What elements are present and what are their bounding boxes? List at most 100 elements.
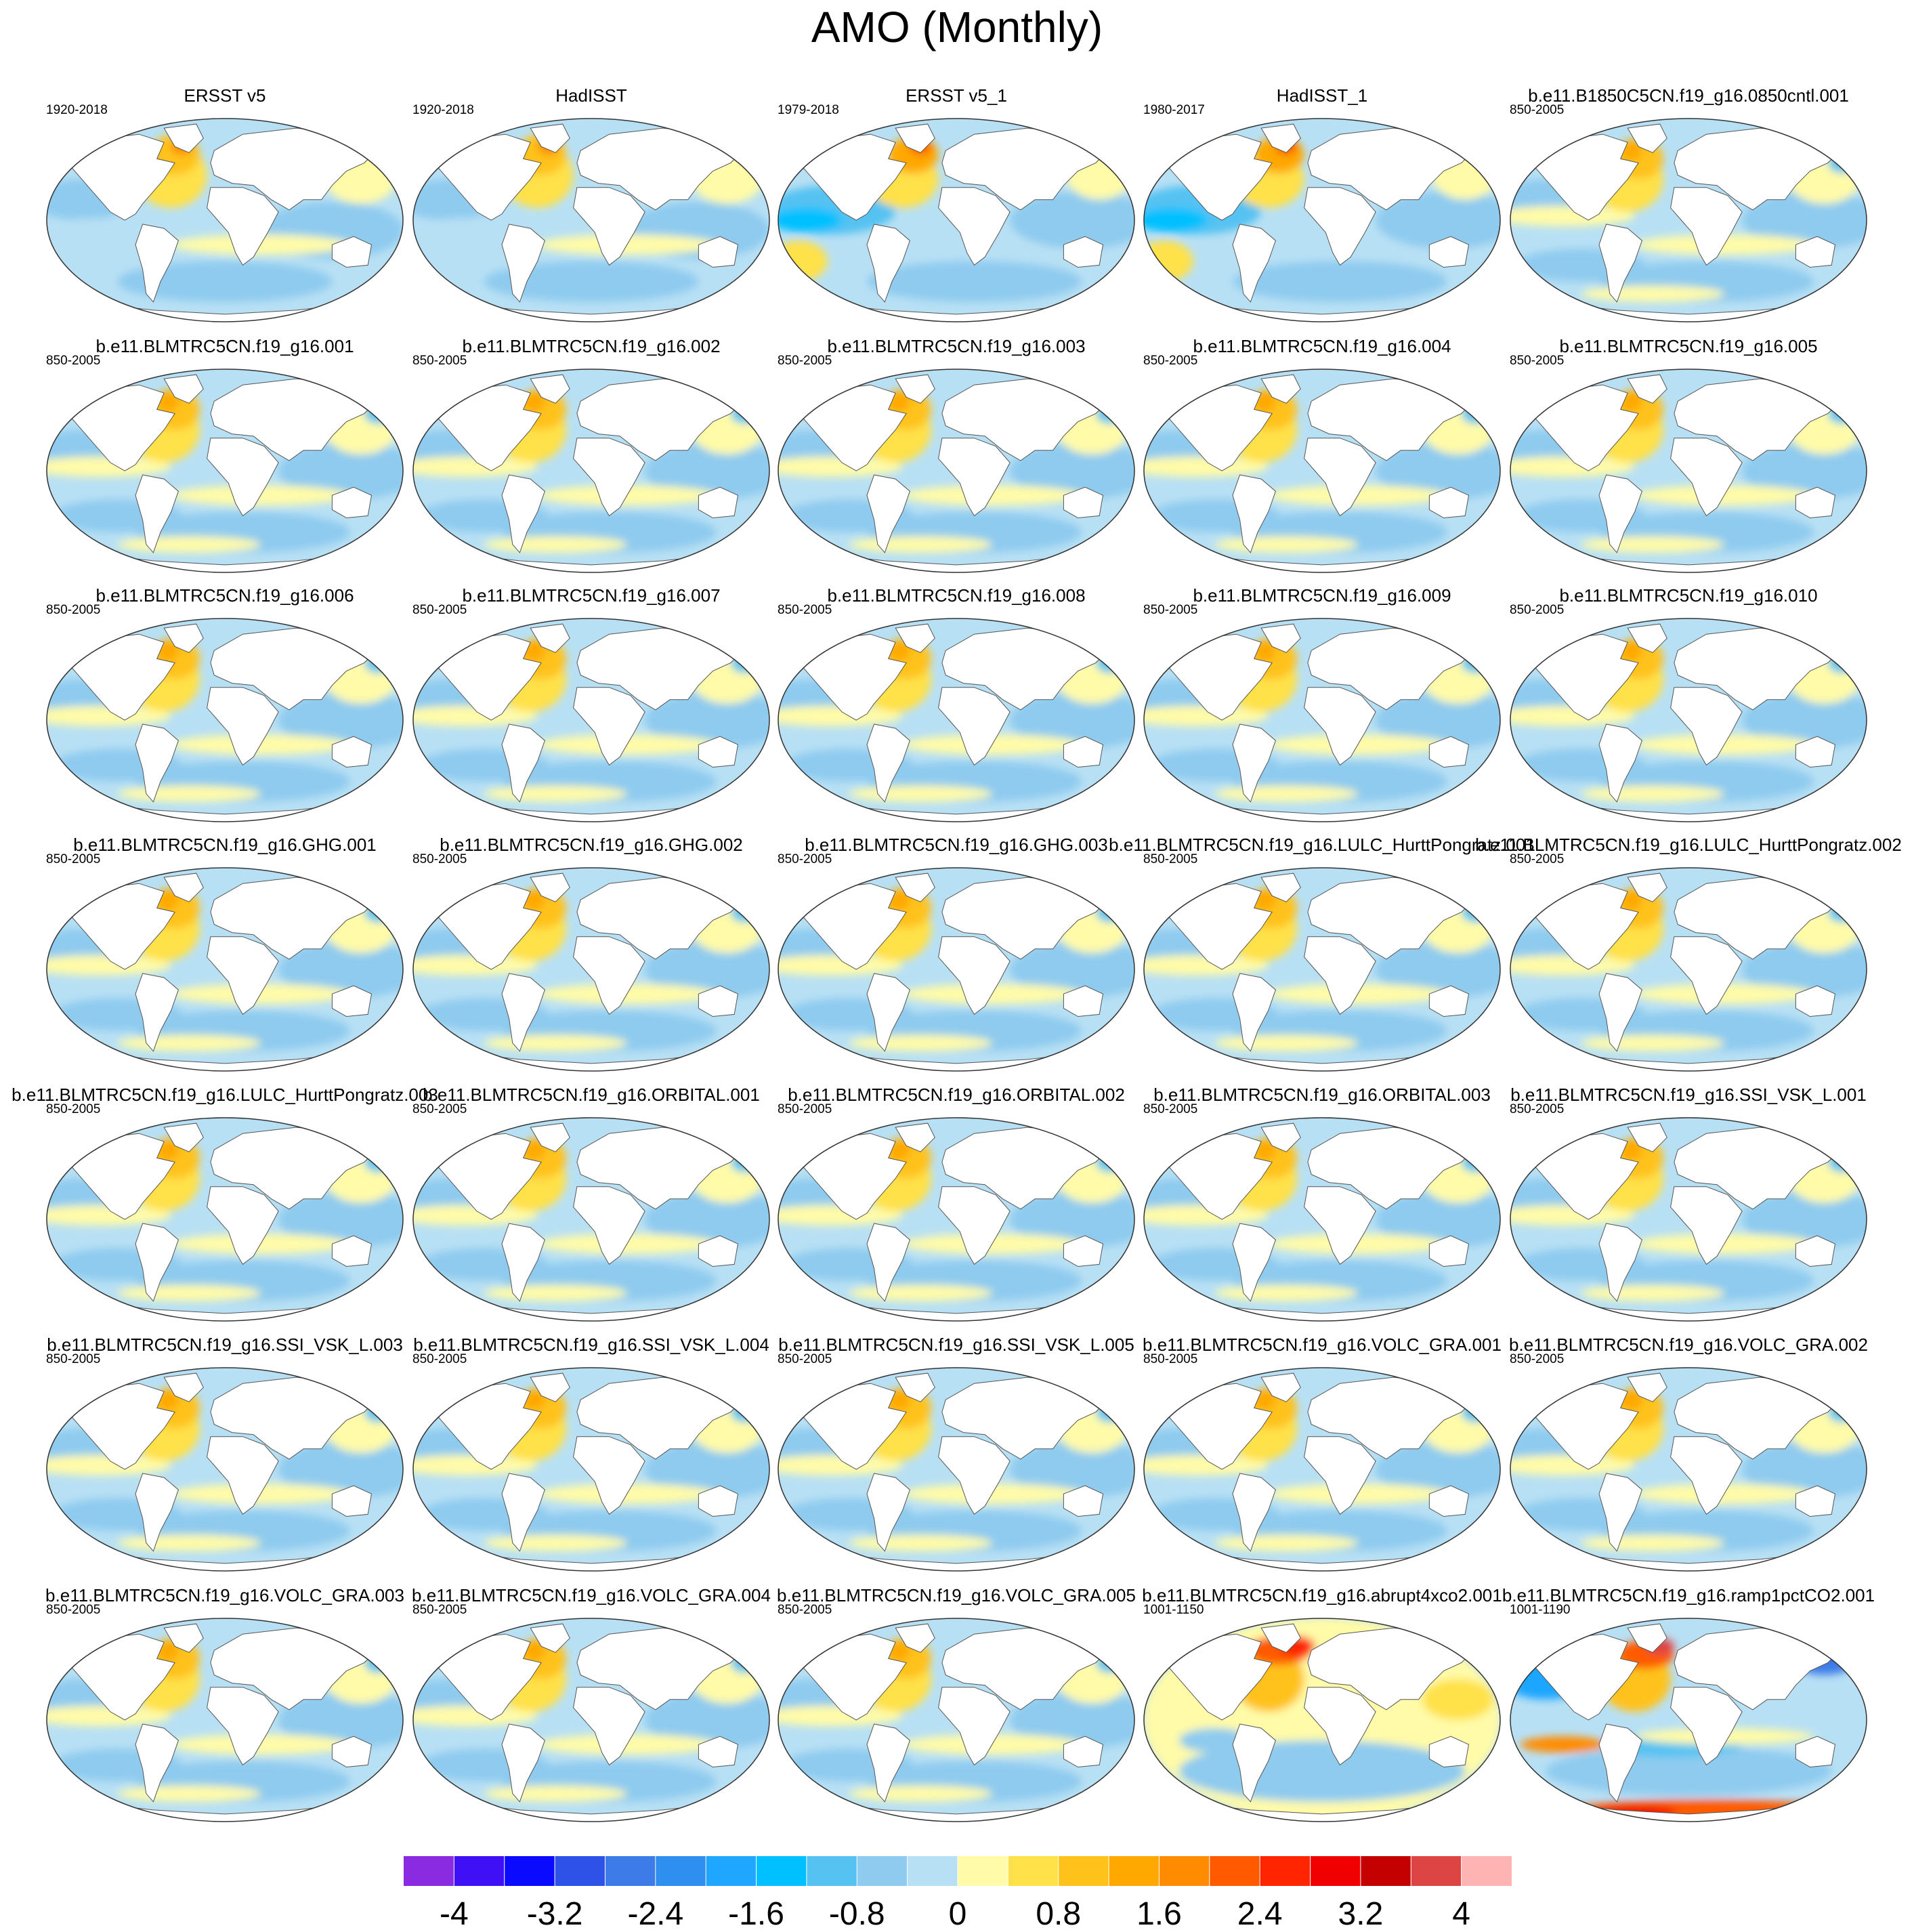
land-northAmerica [1534, 384, 1639, 471]
map-panel [412, 369, 770, 573]
land-greenland [1260, 1372, 1301, 1402]
anomaly-region [1010, 691, 1134, 749]
map-panel [412, 618, 770, 822]
land-southAmerica [866, 474, 910, 553]
land-southAmerica [135, 973, 179, 1052]
land-australia [1795, 236, 1836, 268]
map-panel [412, 867, 770, 1072]
anomaly-region [117, 1284, 261, 1301]
land-northAmerica [437, 1383, 542, 1470]
map-outline [412, 1618, 770, 1822]
land-greenland [530, 123, 570, 153]
map-outline [1143, 1618, 1501, 1822]
anomaly-region [1581, 1034, 1724, 1051]
panel-title: b.e11.BLMTRC5CN.f19_g16.004 [1193, 336, 1451, 356]
land-northAmerica [1534, 633, 1639, 721]
land-southAmerica [135, 723, 179, 803]
anomaly-region [484, 1284, 627, 1301]
anomaly-region [645, 691, 769, 749]
land-australia [1795, 1736, 1836, 1768]
land-northAmerica [70, 133, 175, 221]
land-northAmerica [1534, 1383, 1639, 1470]
anomaly-region [1827, 652, 1857, 673]
anomaly-region [1214, 1034, 1358, 1051]
map-panel [412, 118, 770, 322]
colorbar-tick-label: 4 [1452, 1896, 1470, 1932]
colorbar-swatch [806, 1856, 857, 1886]
land-northAmerica [1534, 883, 1639, 970]
land-southAmerica [1232, 1473, 1276, 1552]
land-africa [207, 1687, 279, 1766]
anomaly-region [1520, 1736, 1607, 1753]
land-africa [573, 187, 645, 266]
land-southAmerica [866, 723, 910, 803]
anomaly-region [1010, 1440, 1134, 1498]
land-africa [1304, 936, 1376, 1015]
map-outline [1510, 867, 1867, 1072]
anomaly-region [1461, 652, 1491, 673]
panel-period: 1979-2018 [778, 103, 839, 117]
map-panel [778, 867, 1135, 1072]
land-northAmerica [802, 1383, 907, 1470]
anomaly-region [849, 536, 992, 553]
map-outline [412, 1117, 770, 1322]
map-outline [412, 618, 770, 822]
map-outline [1143, 118, 1501, 322]
map-outline [46, 1367, 404, 1572]
panel-period: 850-2005 [1510, 603, 1565, 617]
land-australia [698, 486, 739, 519]
panel-title: ERSST v5 [184, 85, 266, 106]
land-greenland [163, 1372, 204, 1402]
map-outline [412, 867, 770, 1072]
panel-title: b.e11.BLMTRC5CN.f19_g16.GHG.001 [73, 835, 377, 855]
colorbar-swatch [404, 1856, 454, 1886]
panel-title: b.e11.BLMTRC5CN.f19_g16.VOLC_GRA.004 [412, 1585, 771, 1605]
panel-period: 850-2005 [1510, 354, 1565, 368]
land-australia [1428, 1235, 1470, 1267]
anomaly-region [645, 1440, 769, 1498]
colorbar-swatch [605, 1856, 656, 1886]
land-southAmerica [501, 973, 545, 1052]
land-australia [1795, 736, 1836, 768]
land-northAmerica [70, 384, 175, 471]
land-australia [331, 985, 373, 1017]
land-australia [331, 736, 373, 768]
land-greenland [895, 623, 935, 653]
anomaly-region [278, 442, 403, 500]
panel-title: b.e11.BLMTRC5CN.f19_g16.ORBITAL.003 [1153, 1085, 1491, 1105]
land-greenland [1260, 123, 1301, 153]
panel-period: 1001-1190 [1510, 1603, 1571, 1617]
land-southAmerica [1598, 973, 1642, 1052]
panel-period: 850-2005 [778, 603, 832, 617]
anomaly-region [1742, 191, 1867, 249]
land-africa [1304, 438, 1376, 517]
panel-title: b.e11.BLMTRC5CN.f19_g16.SSI_VSK_L.005 [778, 1335, 1134, 1355]
land-greenland [895, 1122, 935, 1152]
anomaly-region [1827, 1402, 1857, 1423]
land-australia [1795, 985, 1836, 1017]
land-northAmerica [70, 633, 175, 721]
land-africa [1304, 1436, 1376, 1515]
land-greenland [163, 123, 204, 153]
anomaly-region [1010, 442, 1134, 500]
anomaly-region [1742, 1440, 1867, 1498]
anomaly-region [484, 261, 699, 302]
panel-title: HadISST_1 [1276, 85, 1368, 106]
anomaly-region [1824, 1640, 1853, 1657]
land-greenland [1627, 374, 1667, 404]
map-outline [1510, 1367, 1867, 1572]
land-northAmerica [802, 1633, 907, 1721]
anomaly-region [1144, 240, 1193, 282]
map-panel [1510, 118, 1867, 322]
panel-period: 850-2005 [1143, 1102, 1198, 1116]
panel-title: b.e11.BLMTRC5CN.f19_g16.VOLC_GRA.002 [1509, 1335, 1868, 1355]
anomaly-region [730, 403, 760, 424]
anomaly-region [47, 217, 154, 243]
anomaly-region [1827, 152, 1857, 173]
colorbar-swatch [907, 1856, 958, 1886]
panel-period: 850-2005 [778, 1102, 832, 1116]
panel-period: 850-2005 [778, 1352, 832, 1366]
land-africa [573, 438, 645, 517]
map-panel [1143, 369, 1501, 573]
land-greenland [1260, 374, 1301, 404]
